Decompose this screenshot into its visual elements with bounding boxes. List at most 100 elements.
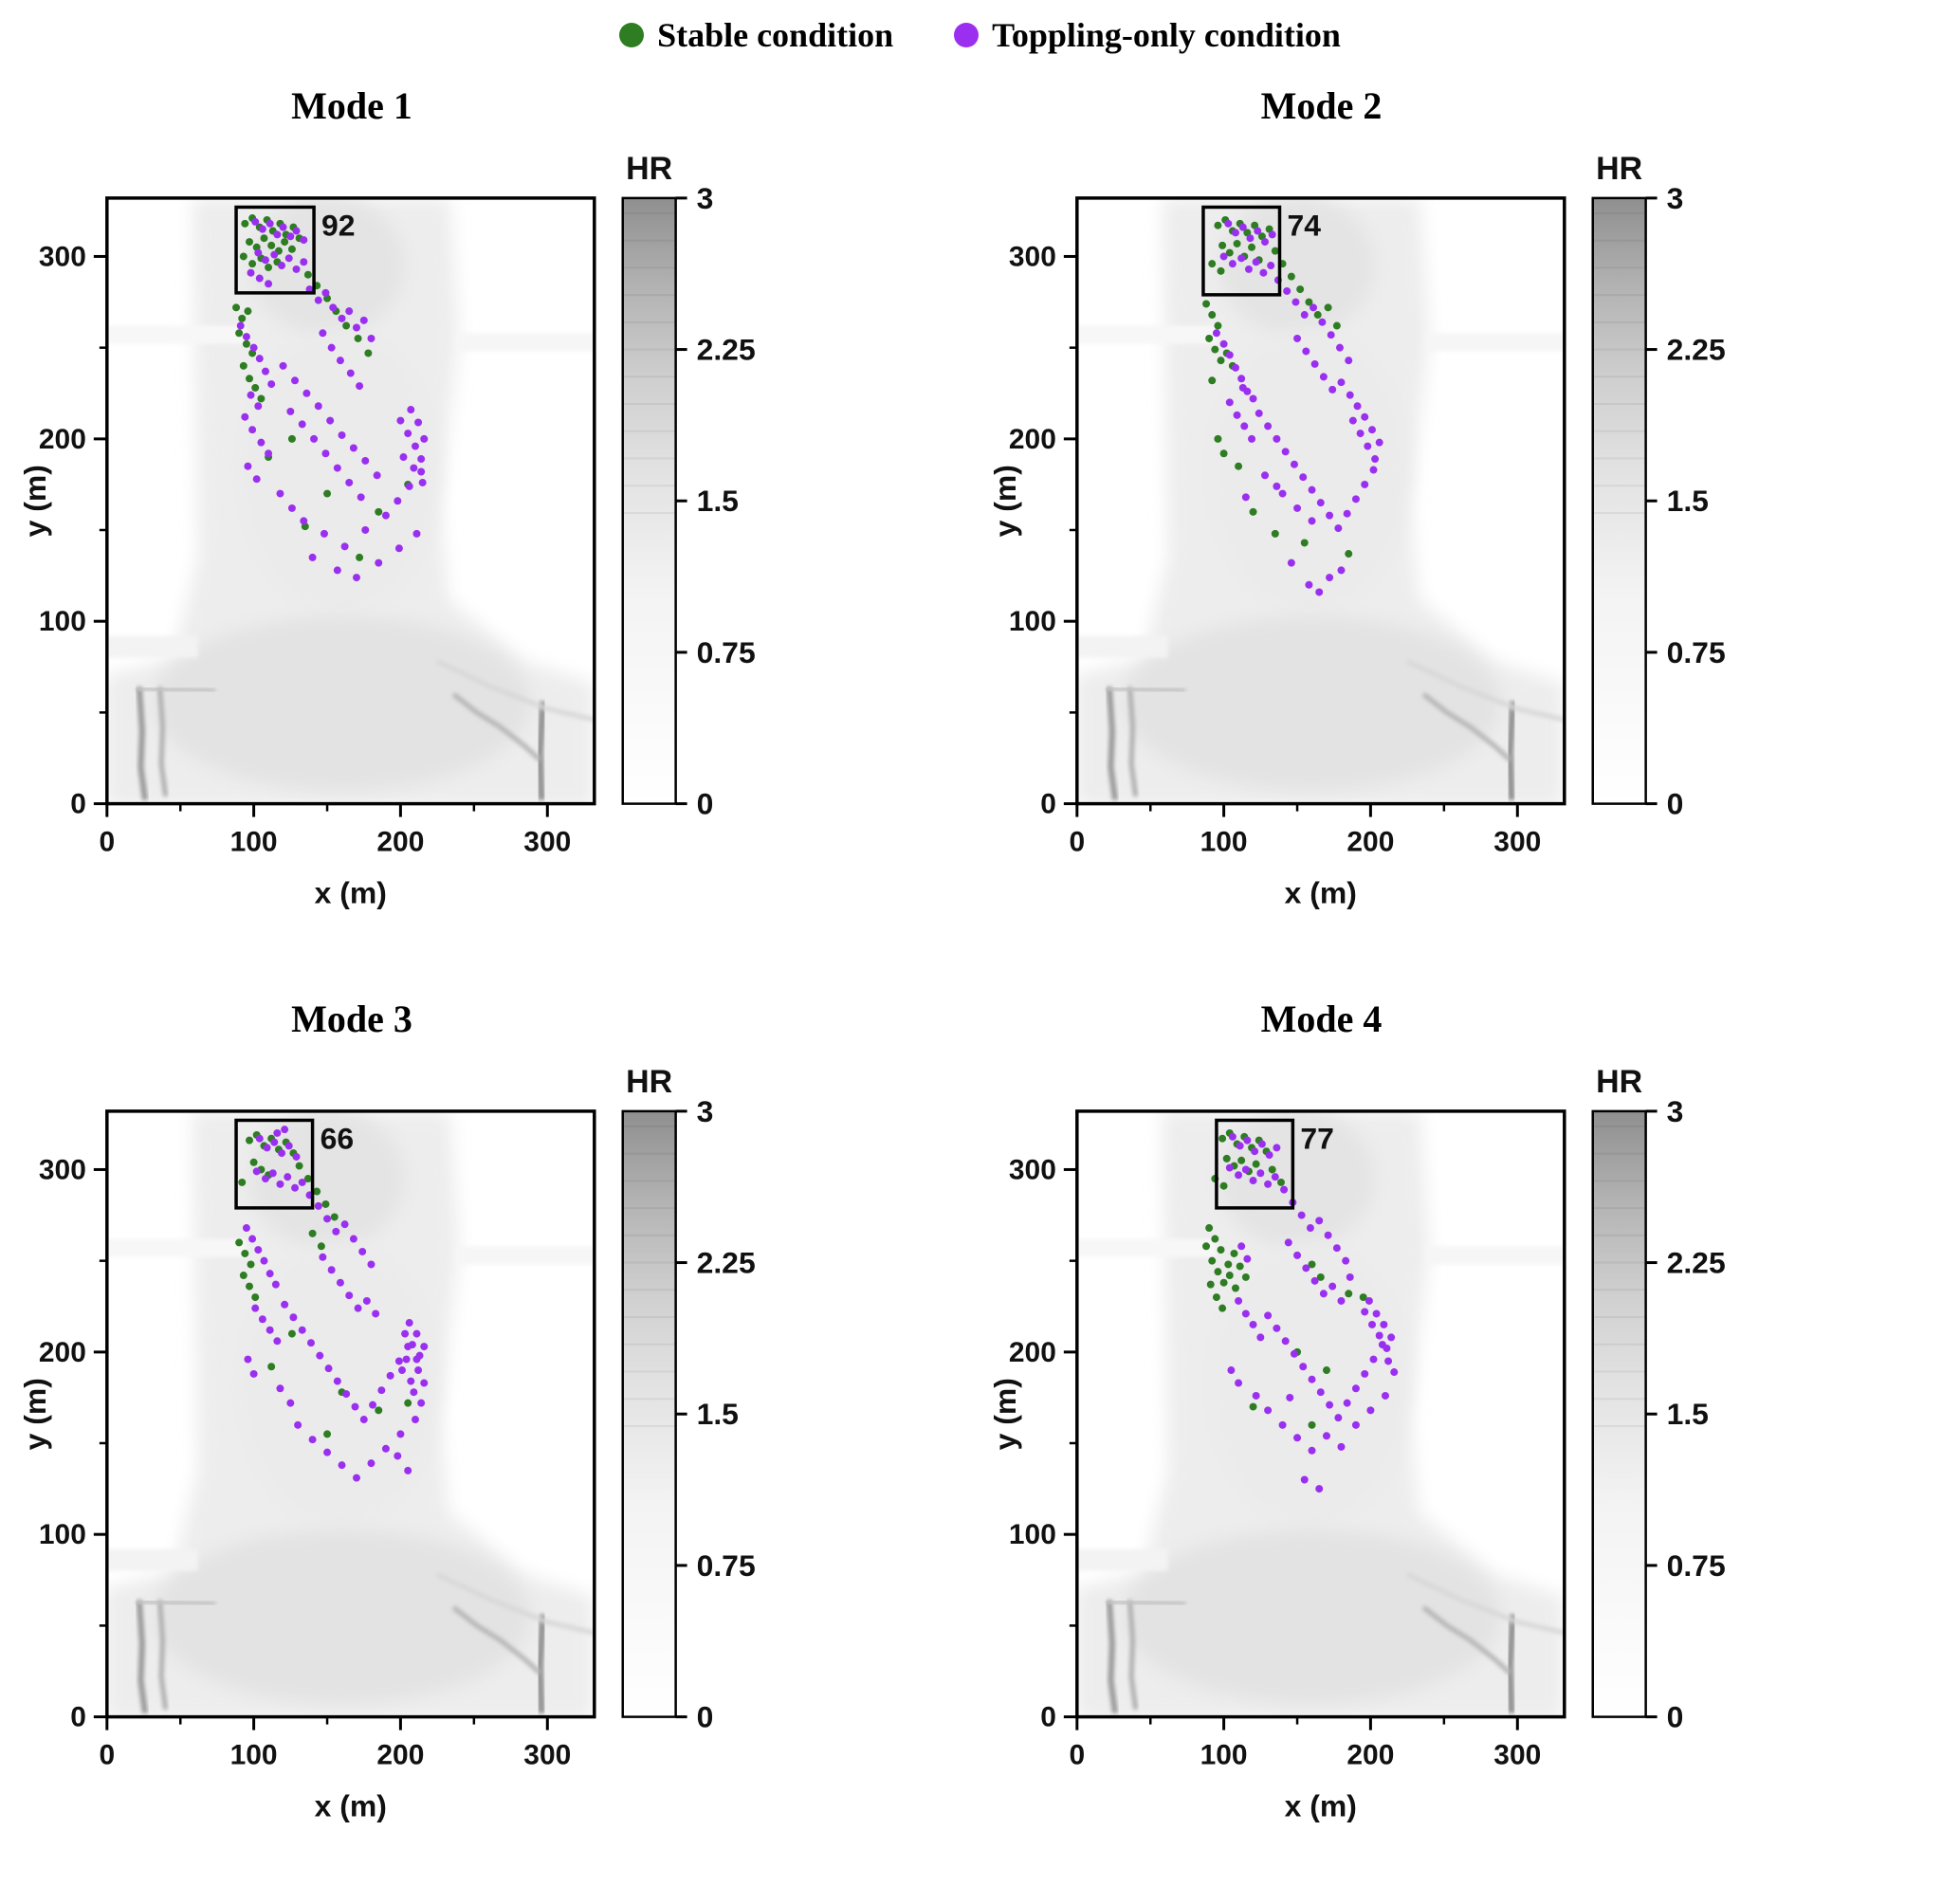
panel-mode-2: Mode 2 74 0 100 200 300 0 100 200 300 x (m) y (m) H…: [987, 83, 1944, 945]
hr-box-count: 74: [1287, 208, 1321, 242]
panel-grid: Mode 1 92 0 100 200 300 0 100 200 300 x (m) y (m) H…: [17, 83, 1943, 1859]
hr-box: [1214, 1119, 1294, 1210]
colorbar-title: HR: [1596, 151, 1642, 187]
hr-box-count: 77: [1300, 1122, 1334, 1156]
x-axis-label: x (m): [1284, 875, 1356, 909]
x-axis-ticks: 0 100 200 300: [99, 803, 571, 858]
svg-text:1.5: 1.5: [697, 484, 739, 518]
plot-border: [105, 1109, 596, 1719]
scatter-toppling: [236, 217, 429, 582]
colorbar-title: HR: [626, 151, 672, 187]
x-axis-ticks: 0 100 200 300: [1069, 803, 1541, 858]
terrain-background: [106, 1111, 595, 1717]
plot-mode-4: 77 0 100 200 300 0 100 200 300 x (m) y (m) HR 3 2.25 1…: [987, 1054, 1944, 1859]
y-axis-ticks: 0 100 200 300: [39, 1155, 107, 1733]
svg-text:2.25: 2.25: [1666, 1246, 1725, 1280]
svg-text:300: 300: [1008, 1155, 1055, 1186]
svg-text:3: 3: [697, 181, 714, 215]
svg-text:200: 200: [1346, 1740, 1394, 1771]
hr-box: [234, 1119, 315, 1210]
svg-text:1.5: 1.5: [1666, 484, 1708, 518]
terrain-background: [106, 197, 595, 804]
svg-text:300: 300: [39, 241, 86, 272]
svg-text:100: 100: [39, 1519, 86, 1550]
svg-text:200: 200: [1346, 827, 1394, 858]
svg-text:0: 0: [1069, 827, 1085, 858]
svg-text:0: 0: [1040, 1702, 1056, 1733]
panel-title-mode-2: Mode 2: [1260, 84, 1383, 127]
colorbar: HR 3 2.25 1.5 0.75 0: [621, 1064, 756, 1734]
y-axis-label: y (m): [987, 1378, 1021, 1450]
y-axis-label: y (m): [987, 465, 1021, 537]
scatter-toppling: [242, 1126, 429, 1482]
svg-text:100: 100: [230, 827, 278, 858]
svg-text:300: 300: [1493, 1740, 1541, 1771]
svg-text:200: 200: [39, 424, 86, 455]
x-axis-label: x (m): [315, 1789, 387, 1823]
svg-text:2.25: 2.25: [697, 333, 756, 367]
svg-text:200: 200: [376, 1740, 424, 1771]
svg-text:300: 300: [1008, 241, 1055, 272]
svg-text:100: 100: [1008, 1519, 1055, 1550]
svg-text:300: 300: [523, 827, 571, 858]
mode-1-plot-svg: 92 0 100 200 300 0 100 200 300 x (m) y (m) HR 3 2.25 1…: [18, 151, 756, 909]
svg-text:0.75: 0.75: [697, 635, 756, 669]
svg-text:200: 200: [1008, 1337, 1055, 1368]
legend-item-toppling: Toppling-only condition: [954, 15, 1341, 55]
panel-mode-1: Mode 1 92 0 100 200 300 0 100 200 300 x (m) y (m) H…: [17, 83, 974, 945]
mode-4-plot-svg: 77 0 100 200 300 0 100 200 300 x (m) y (m) HR 3 2.25 1…: [987, 1064, 1725, 1823]
svg-text:3: 3: [1666, 181, 1683, 215]
svg-text:0: 0: [70, 789, 86, 820]
svg-text:0: 0: [697, 1700, 714, 1734]
svg-text:300: 300: [523, 1740, 571, 1771]
y-axis-ticks: 0 100 200 300: [1008, 1155, 1077, 1733]
svg-text:0.75: 0.75: [697, 1548, 756, 1583]
y-axis-label: y (m): [18, 465, 52, 537]
x-axis-ticks: 0 100 200 300: [1069, 1716, 1541, 1771]
colorbar: HR 3 2.25 1.5 0.75 0: [1590, 151, 1725, 821]
svg-text:300: 300: [39, 1155, 86, 1186]
plot-mode-2: 74 0 100 200 300 0 100 200 300 x (m) y (m) HR 3 2.25 1…: [987, 141, 1944, 945]
panel-title-mode-4: Mode 4: [1260, 998, 1383, 1041]
scatter-toppling: [1225, 1133, 1398, 1493]
panel-mode-3: Mode 3 66 0 100 200 300 0 100 200 300 x (m) y (m) H…: [17, 997, 974, 1859]
svg-text:100: 100: [230, 1740, 278, 1771]
x-axis-ticks: 0 100 200 300: [99, 1716, 571, 1771]
svg-text:0.75: 0.75: [1666, 635, 1725, 669]
panel-title-mode-1: Mode 1: [291, 84, 412, 127]
svg-text:300: 300: [1493, 827, 1541, 858]
hr-box-count: 66: [321, 1122, 355, 1156]
toppling-dot-icon: [954, 23, 980, 47]
terrain-background: [1076, 1111, 1565, 1717]
colorbar: HR 3 2.25 1.5 0.75 0: [621, 151, 756, 821]
svg-text:0: 0: [99, 1740, 115, 1771]
legend-label-toppling: Toppling-only condition: [992, 16, 1341, 54]
mode-3-plot-svg: 66 0 100 200 300 0 100 200 300 x (m) y (m) HR 3 2.25 1…: [18, 1064, 756, 1823]
stable-dot-icon: [619, 23, 645, 47]
colorbar-title: HR: [626, 1064, 672, 1100]
scatter-toppling: [1212, 219, 1383, 596]
plot-border: [1074, 196, 1566, 806]
svg-text:200: 200: [376, 827, 424, 858]
svg-text:2.25: 2.25: [1666, 333, 1725, 367]
svg-text:100: 100: [39, 606, 86, 637]
y-axis-label: y (m): [18, 1378, 52, 1450]
svg-text:100: 100: [1200, 827, 1247, 858]
x-axis-label: x (m): [315, 875, 387, 909]
y-axis-ticks: 0 100 200 300: [1008, 241, 1077, 820]
plot-border: [1074, 1109, 1566, 1719]
x-axis-label: x (m): [1284, 1789, 1356, 1823]
scatter-stable: [1201, 215, 1352, 558]
svg-text:0: 0: [1040, 789, 1056, 820]
legend-item-stable: Stable condition: [619, 15, 893, 55]
colorbar-title: HR: [1596, 1064, 1642, 1100]
svg-text:1.5: 1.5: [697, 1398, 739, 1432]
plot-mode-3: 66 0 100 200 300 0 100 200 300 x (m) y (m) HR 3 2.25 1…: [17, 1054, 974, 1859]
svg-text:3: 3: [697, 1094, 714, 1128]
plot-border: [105, 196, 596, 806]
legend: Stable condition Toppling-only condition: [17, 15, 1943, 55]
svg-text:1.5: 1.5: [1666, 1398, 1708, 1432]
svg-text:0.75: 0.75: [1666, 1548, 1725, 1583]
svg-text:0: 0: [99, 827, 115, 858]
hr-box-count: 92: [321, 208, 356, 242]
